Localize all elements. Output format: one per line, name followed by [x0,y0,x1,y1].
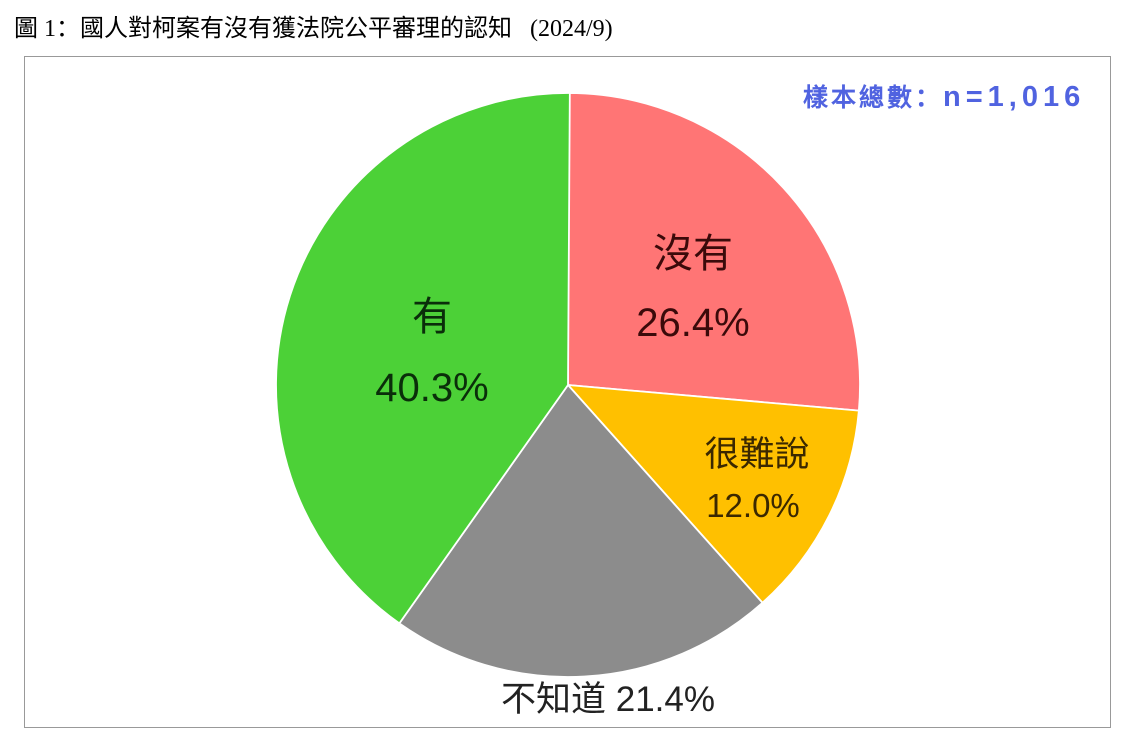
svg-text:40.3%: 40.3% [375,366,488,410]
svg-text:12.0%: 12.0% [706,487,800,524]
svg-text:不知道 21.4%: 不知道 21.4% [501,680,715,719]
svg-text:沒有: 沒有 [653,232,733,276]
svg-text:很難說: 很難說 [704,435,809,474]
svg-text:有: 有 [412,295,452,339]
svg-text:26.4%: 26.4% [636,301,749,345]
